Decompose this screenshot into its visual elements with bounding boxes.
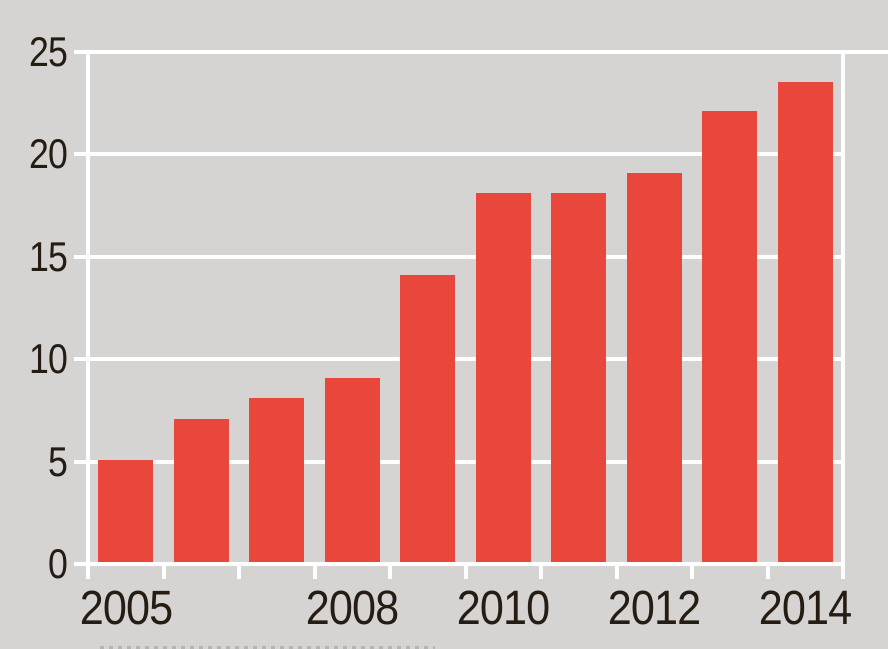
x-axis-baseline xyxy=(74,562,845,566)
y-axis-tick-label: 15 xyxy=(28,232,68,280)
x-axis-tick xyxy=(312,566,317,579)
bar-2009 xyxy=(400,275,456,562)
bar-2014 xyxy=(777,82,833,562)
x-axis-tick xyxy=(463,566,468,579)
bar-2005 xyxy=(98,459,154,562)
x-axis-tick-label: 2005 xyxy=(79,582,173,635)
y-axis-tick-label: 0 xyxy=(47,540,68,587)
bar-2011 xyxy=(551,193,607,562)
x-axis-tick xyxy=(690,566,694,579)
cropped-caption-artifact xyxy=(100,646,435,649)
y-axis-tick-label: 10 xyxy=(28,335,68,382)
bar-2006 xyxy=(173,418,229,562)
x-axis-tick xyxy=(161,566,166,579)
x-axis-tick-label: 2012 xyxy=(607,582,701,635)
gridline-5 xyxy=(74,459,845,464)
gridline-20 xyxy=(74,152,845,156)
gridline-25 xyxy=(74,49,888,54)
x-axis-tick xyxy=(86,566,90,579)
gridline-15 xyxy=(74,254,845,259)
x-axis-tick-label: 2014 xyxy=(758,582,852,635)
x-axis-tick-label: 2010 xyxy=(456,582,550,635)
gridline-10 xyxy=(74,357,845,361)
x-axis-tick xyxy=(539,566,543,579)
bar-2012 xyxy=(626,172,682,562)
y-axis-tick-label: 20 xyxy=(28,130,68,177)
y-axis-line xyxy=(86,49,90,566)
bar-2008 xyxy=(324,377,380,562)
x-axis-tick xyxy=(765,566,770,579)
x-axis-tick xyxy=(388,566,392,579)
x-axis-tick xyxy=(841,566,845,579)
x-axis-tick xyxy=(614,566,619,579)
bar-2010 xyxy=(475,193,531,562)
x-axis-tick xyxy=(237,566,241,579)
plot-frame-right xyxy=(841,49,845,566)
y-axis-tick-label: 25 xyxy=(28,27,68,75)
bar-2007 xyxy=(249,398,305,562)
x-axis-tick-label: 2008 xyxy=(305,582,399,635)
bar-2013 xyxy=(702,111,758,562)
y-axis-tick-label: 5 xyxy=(47,437,68,485)
